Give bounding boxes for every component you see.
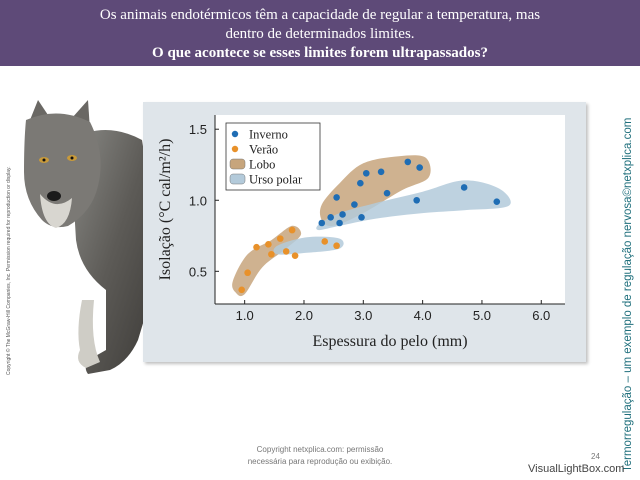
x-tick-label: 5.0 xyxy=(473,308,491,323)
point-inverno xyxy=(327,214,334,221)
point-verão xyxy=(282,248,290,255)
y-tick-label: 1.0 xyxy=(189,193,207,208)
footer-line-1: Copyright netxplica.com: permissão xyxy=(256,445,384,454)
legend-label: Verão xyxy=(249,143,278,157)
point-verão xyxy=(265,241,272,248)
point-verão xyxy=(268,250,275,258)
point-inverno xyxy=(358,214,365,221)
x-tick-label: 3.0 xyxy=(354,308,372,323)
point-inverno xyxy=(413,196,420,204)
point-verão xyxy=(288,226,296,234)
y-tick-label: 1.5 xyxy=(189,122,207,137)
header-question: O que acontece se esses limites forem ul… xyxy=(152,45,488,61)
legend-label: Lobo xyxy=(249,158,275,172)
region-lobo-1 xyxy=(319,155,431,227)
x-tick-label: 2.0 xyxy=(295,308,313,323)
point-inverno xyxy=(318,219,326,227)
point-inverno xyxy=(460,184,468,191)
legend-label: Urso polar xyxy=(249,173,303,187)
header-line-2: dentro de determinados limites. xyxy=(225,26,415,42)
wolf-illustration xyxy=(24,100,153,374)
footer-copyright: Copyright netxplica.com: permissão neces… xyxy=(200,444,440,468)
region-urso-polar-3 xyxy=(316,180,511,231)
point-verão xyxy=(244,269,251,277)
footer-line-2: necessária para reprodução ou exibição. xyxy=(247,457,393,466)
x-tick-label: 4.0 xyxy=(414,308,432,323)
point-inverno xyxy=(383,189,391,197)
legend-swatch xyxy=(229,173,246,185)
point-inverno xyxy=(336,219,343,227)
x-axis-label: Espessura do pelo (mm) xyxy=(312,333,467,350)
point-inverno xyxy=(351,201,358,208)
point-verão xyxy=(238,286,245,294)
y-tick-label: 0.5 xyxy=(189,264,207,279)
legend-swatch xyxy=(229,158,246,170)
y-axis-label: Isolação (°C cal/m²/h) xyxy=(157,139,174,281)
point-verão xyxy=(321,238,329,245)
legend-label: Inverno xyxy=(249,128,288,142)
watermark: VisualLightBox.com xyxy=(528,463,625,475)
header-banner: Os animais endotérmicos têm a capacidade… xyxy=(0,0,640,66)
point-inverno xyxy=(416,164,423,171)
point-inverno xyxy=(404,158,412,166)
page-number: 24 xyxy=(591,452,600,461)
point-inverno xyxy=(357,179,364,187)
x-tick-label: 1.0 xyxy=(236,308,254,323)
point-inverno xyxy=(362,169,370,177)
legend-marker-verão xyxy=(231,145,239,153)
point-inverno xyxy=(339,211,346,218)
point-verão xyxy=(333,242,340,250)
point-verão xyxy=(276,235,284,242)
point-inverno xyxy=(377,168,385,176)
legend-marker-inverno xyxy=(231,130,239,138)
header-line-1: Os animais endotérmicos têm a capacidade… xyxy=(99,7,541,23)
insulation-vs-fur-chart: 1.0 2.0 3.0 4.0 5.0 6.0 0.5 1.0 1.5 Espessura do … xyxy=(157,115,565,350)
point-inverno xyxy=(493,198,501,205)
point-inverno xyxy=(333,194,340,201)
side-title: Termorregulação – um exemplo de regulaçã… xyxy=(622,117,634,472)
point-verão xyxy=(253,243,260,251)
point-verão xyxy=(291,252,299,259)
x-tick-label: 6.0 xyxy=(532,308,550,323)
